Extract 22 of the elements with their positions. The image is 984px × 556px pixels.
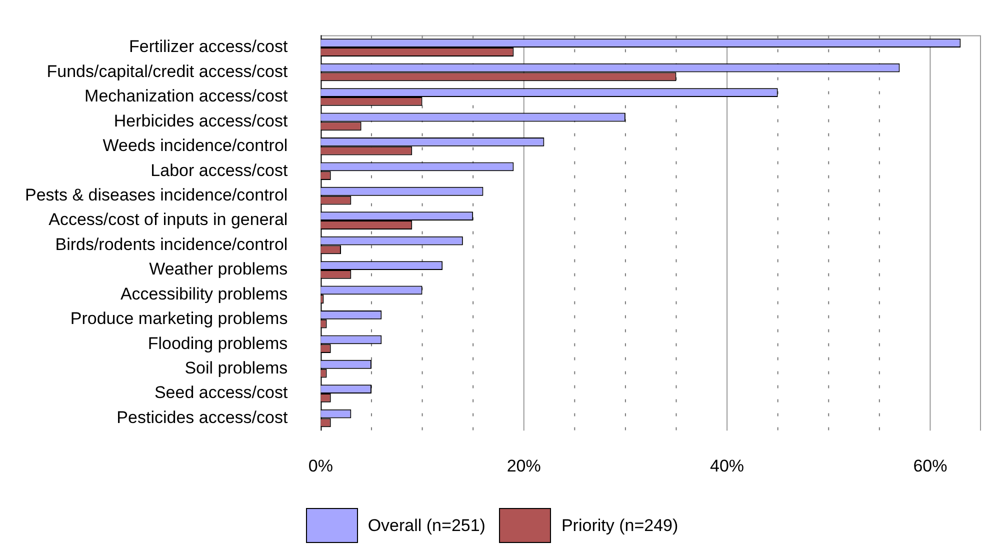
legend-label: Overall (n=251): [368, 516, 486, 536]
y-tick-label: Labor access/cost: [150, 160, 288, 180]
y-tick-label: Weather problems: [149, 260, 288, 279]
y-tick-label: Mechanization access/cost: [84, 86, 288, 106]
y-tick-label: Herbicides access/cost: [114, 111, 288, 130]
y-tick-label: Fertilizer access/cost: [128, 37, 288, 56]
y-tick-label: Accessibility problems: [120, 284, 288, 304]
y-tick-label: Access/cost of inputs in general: [48, 210, 288, 230]
y-tick-label: Flooding problems: [148, 334, 288, 353]
y-tick-label: Seed access/cost: [154, 383, 288, 402]
y-tick-label: Birds/rodents incidence/control: [55, 234, 288, 254]
y-tick-label: Pests & diseases incidence/control: [24, 186, 288, 205]
x-tick-label: 40%: [710, 456, 744, 476]
y-tick-label: Soil problems: [184, 358, 288, 378]
y-tick-label: Weeds incidence/control: [102, 136, 288, 156]
y-tick-label: Funds/capital/credit access/cost: [46, 62, 288, 81]
x-tick-label: 0%: [308, 456, 333, 476]
x-tick-label: 60%: [913, 456, 948, 476]
y-tick-label: Pesticides access/cost: [116, 408, 288, 427]
y-tick-label: Produce marketing problems: [70, 309, 288, 328]
x-tick-label: 20%: [506, 456, 541, 476]
legend-label: Priority (n=249): [561, 516, 678, 536]
